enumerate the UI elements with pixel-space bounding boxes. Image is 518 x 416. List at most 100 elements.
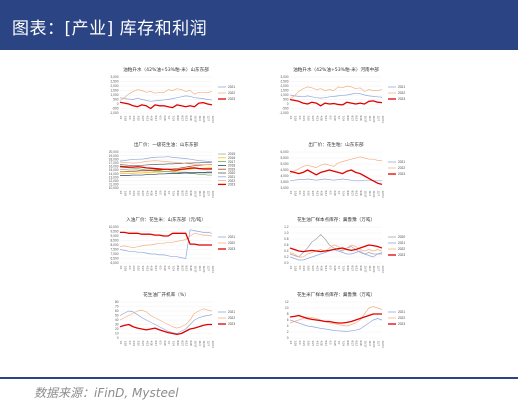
x-tick-label: 6/20 — [163, 341, 167, 347]
y-tick-label: 6 — [287, 318, 289, 322]
chart-svg-3: 出厂价：一级花生油：山东东部 20,00019,00018,00017,00016… — [109, 141, 236, 198]
series-line-2021 — [119, 95, 213, 102]
chart-panel-6: 花生油厂样本点库存：冀鲁豫（万吨） 1.2 1.0 0.8 0.6 0.4 0.2 0.0 1/… — [270, 215, 420, 280]
chart-panel-2: 油粕升水（42%油+53%粕-米）河南中部 3,000 2,500 2,000 1,50… — [270, 65, 420, 130]
legend-label-2022: 2022 — [228, 179, 235, 183]
legend-label-2021: 2021 — [228, 310, 235, 314]
y-tick-label: 1,000 — [111, 93, 119, 97]
series-line-2021 — [289, 92, 383, 99]
x-tick-label: 3/10 — [307, 191, 311, 197]
x-tick-label: 4/13 — [145, 116, 149, 122]
y-tick-label: 10 — [115, 332, 119, 336]
x-tick-label: 1/1 — [119, 266, 123, 270]
series-line-2022 — [289, 244, 383, 258]
x-tick-label: 9/30 — [359, 341, 363, 347]
x-tick-label: 8/10 — [346, 341, 350, 347]
x-tick-label: 7/7 — [337, 266, 341, 270]
legend-label-2021: 2021 — [398, 85, 405, 89]
legend-label-2022: 2022 — [228, 91, 235, 95]
x-tick-label: 4/30 — [150, 266, 154, 272]
legend-label-2016: 2016 — [228, 156, 235, 160]
header-bar: 图表：[产业] 库存和利润 — [0, 0, 518, 50]
x-tick-label: 1/1 — [289, 266, 293, 270]
x-tick-label: 12/24 — [381, 116, 385, 123]
x-tick-label: 7/24 — [172, 191, 176, 197]
series-line-2021 — [119, 310, 213, 334]
x-tick-label: 4/13 — [315, 266, 319, 272]
x-tick-label: 11/3 — [198, 116, 202, 122]
y-tick-label: 19,000 — [109, 154, 119, 158]
legend-label-2020: 2020 — [398, 235, 405, 239]
x-tick-label: 4/13 — [145, 266, 149, 272]
series-line-2021 — [289, 318, 383, 332]
x-tick-label: 12/24 — [211, 341, 215, 348]
chart-panel-1: 油粕升水（42%油+53%粕-米）山东东部 3,000 2,500 2,000 1,50… — [100, 65, 250, 130]
series-line-2023 — [289, 313, 382, 324]
x-tick-label: 9/13 — [185, 191, 189, 197]
y-tick-label: 40 — [115, 318, 119, 322]
legend-label-2018: 2018 — [228, 164, 235, 168]
x-tick-label: 12/24 — [381, 341, 385, 348]
x-tick-label: 2/4 — [298, 341, 302, 345]
legend-label-2022: 2022 — [398, 166, 405, 170]
x-tick-label: 9/13 — [355, 191, 359, 197]
y-tick-label: -500 — [112, 107, 119, 111]
y-tick-label: 2,000 — [111, 84, 119, 88]
chart-panel-4: 出厂价：花生粕：山东东部 6,000 5,500 5,000 4,500 4,000 3,5… — [270, 140, 420, 205]
series-line-2023 — [119, 323, 212, 336]
series-line-2018 — [120, 171, 212, 176]
x-tick-label: 4/30 — [320, 116, 324, 122]
x-tick-label: 7/7 — [167, 191, 171, 195]
x-tick-label: 11/20 — [372, 341, 376, 348]
y-tick-label: 0 — [117, 336, 119, 340]
legend-label-2023: 2023 — [228, 183, 235, 187]
y-tick-label: 500 — [283, 98, 289, 102]
x-tick-label: 7/24 — [342, 191, 346, 197]
x-tick-label: 2/4 — [128, 191, 132, 195]
x-tick-label: 5/17 — [324, 116, 328, 122]
y-tick-label: 1,500 — [281, 89, 289, 93]
x-tick-label: 6/20 — [163, 191, 167, 197]
x-tick-label: 10/17 — [363, 266, 367, 273]
y-tick-label: 10,000 — [109, 186, 119, 190]
x-tick-label: 11/3 — [368, 341, 372, 347]
x-tick-label: 3/10 — [307, 266, 311, 272]
x-tick-label: 6/3 — [328, 341, 332, 345]
x-tick-label: 1/18 — [293, 116, 297, 122]
x-tick-label: 12/7 — [377, 341, 381, 347]
y-tick-label: 3,000 — [281, 186, 289, 190]
x-tick-label: 7/7 — [337, 191, 341, 195]
legend-label-2021: 2021 — [398, 310, 405, 314]
x-tick-label: 8/10 — [176, 341, 180, 347]
legend-label-2023: 2023 — [398, 322, 405, 326]
x-tick-label: 2/4 — [298, 266, 302, 270]
legend-label-2023: 2023 — [398, 172, 405, 176]
y-tick-label: 1.2 — [284, 225, 289, 229]
chart-svg-4: 出厂价：花生粕：山东东部 6,000 5,500 5,000 4,500 4,000 3,5… — [281, 141, 406, 198]
x-tick-label: 1/18 — [293, 341, 297, 347]
y-tick-label: 0 — [287, 336, 289, 340]
series-line-2023 — [289, 244, 383, 253]
x-tick-label: 2/4 — [298, 191, 302, 195]
x-tick-label: 1/18 — [123, 191, 127, 197]
y-tick-label: 80 — [115, 300, 119, 304]
x-tick-label: 11/20 — [372, 116, 376, 123]
y-tick-label: 5,500 — [281, 156, 289, 160]
x-tick-label: 3/10 — [307, 341, 311, 347]
x-tick-label: 1/1 — [119, 341, 123, 345]
x-tick-label: 6/3 — [158, 341, 162, 345]
x-tick-label: 6/3 — [158, 266, 162, 270]
chart-svg-5: 入油厂价：花生米：山东东部（元/吨）10,0009,5009,0008,5008… — [109, 216, 236, 273]
legend-label-2019: 2019 — [228, 167, 235, 171]
chart-title: 花生油厂开机率（%） — [143, 291, 189, 298]
x-tick-label: 3/27 — [311, 266, 315, 272]
y-tick-label: 8,500 — [111, 239, 119, 243]
x-tick-label: 5/17 — [154, 116, 158, 122]
x-tick-label: 5/17 — [324, 341, 328, 347]
x-tick-label: 4/13 — [315, 116, 319, 122]
legend-label-2022: 2022 — [398, 247, 405, 251]
y-tick-label: 1.0 — [284, 231, 289, 235]
series-line-2022 — [289, 156, 382, 174]
y-tick-label: 30 — [115, 323, 119, 327]
chart-svg-6: 花生油厂样本点库存：冀鲁豫（万吨）1.21.00.80.60.40.20.01/… — [284, 216, 405, 273]
